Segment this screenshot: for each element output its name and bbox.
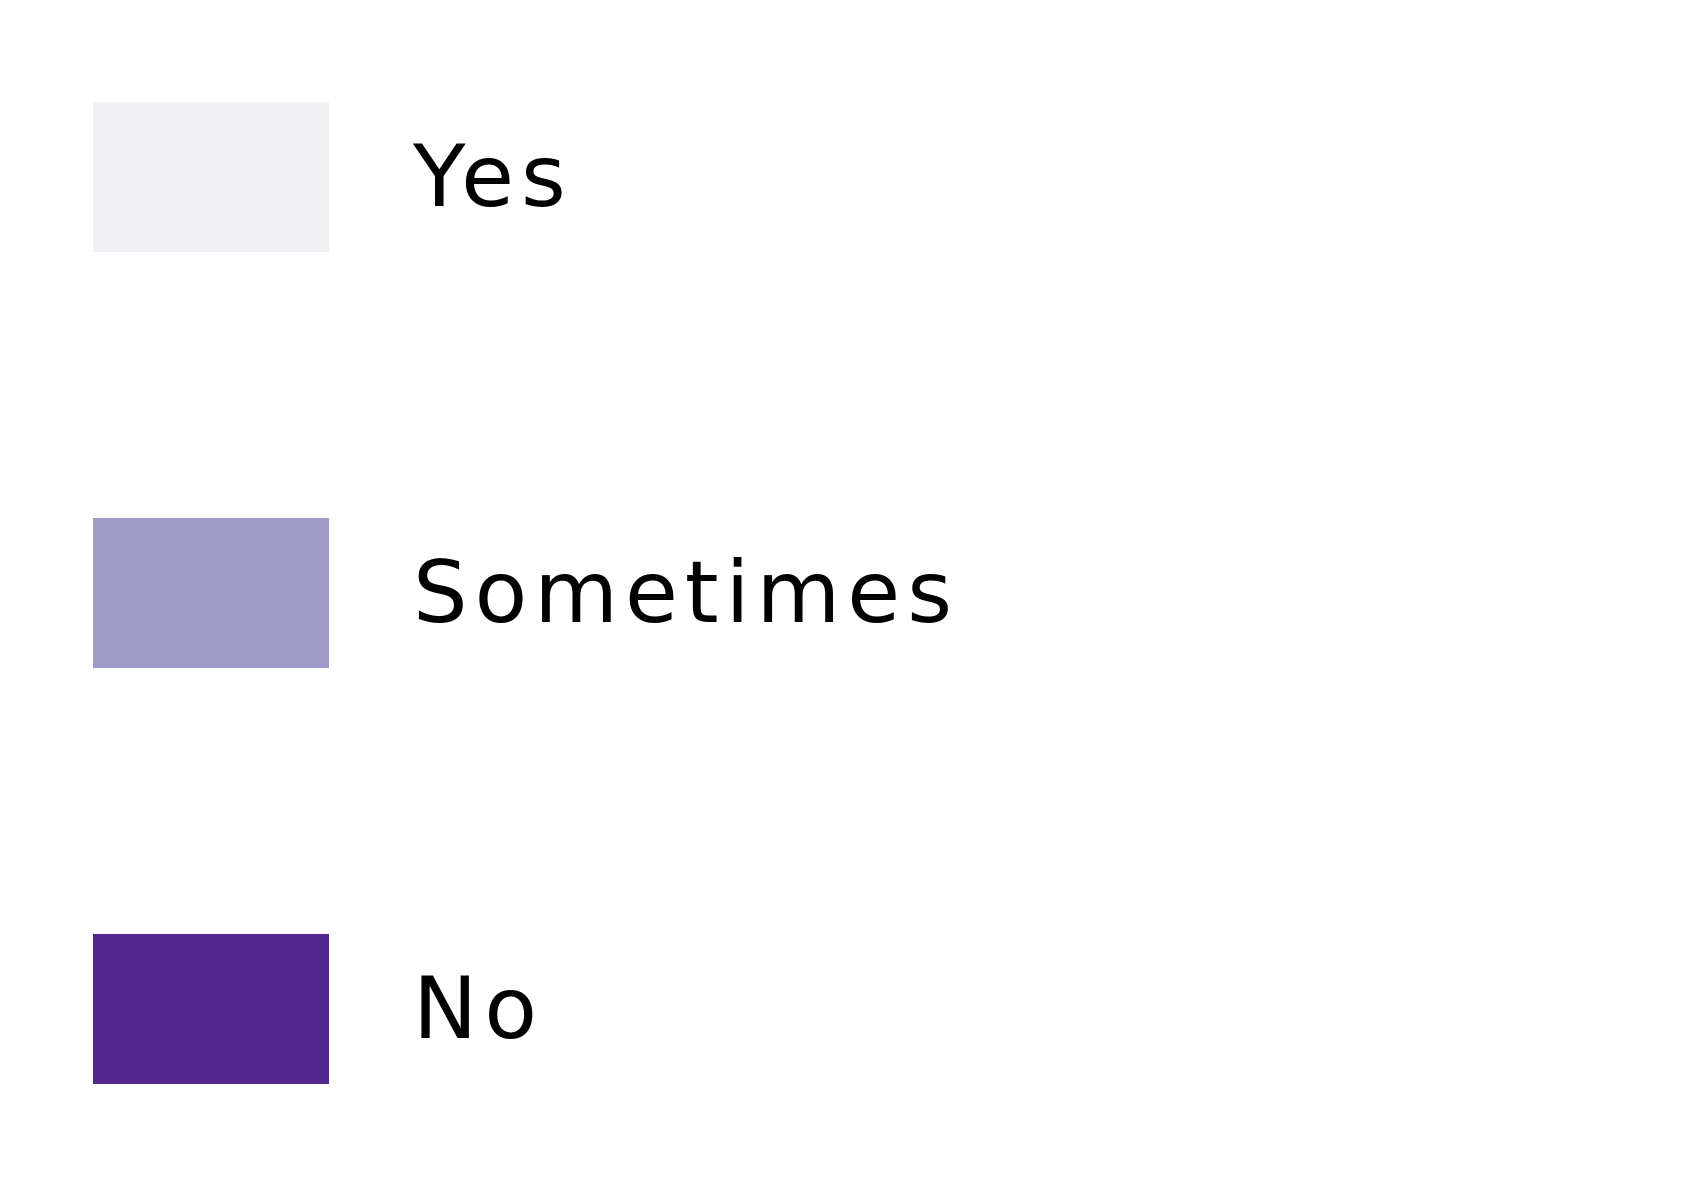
legend-label-no: No [413,959,544,1059]
legend-item-no: No [93,934,544,1084]
legend-label-sometimes: Sometimes [413,543,959,643]
legend-swatch-no [93,934,329,1084]
legend-item-yes: Yes [93,102,573,252]
legend-swatch-sometimes [93,518,329,668]
legend-label-yes: Yes [413,127,573,227]
legend-item-sometimes: Sometimes [93,518,959,668]
legend-swatch-yes [93,102,329,252]
